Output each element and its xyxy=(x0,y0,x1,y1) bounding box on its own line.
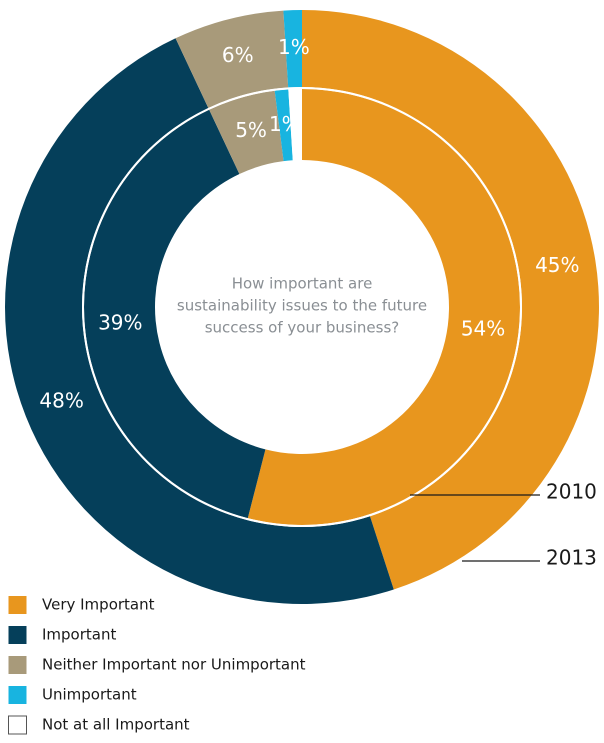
legend-swatch xyxy=(8,596,27,614)
legend-swatch xyxy=(8,656,27,674)
value-label: 1% xyxy=(278,35,310,59)
value-label: 54% xyxy=(461,316,505,340)
center-line: success of your business? xyxy=(205,319,400,337)
ring-label: 2010 xyxy=(546,480,597,504)
legend-swatch xyxy=(8,686,27,704)
value-label: 39% xyxy=(98,311,142,335)
donut-segment xyxy=(288,89,302,161)
center-line: How important are xyxy=(232,275,373,293)
donut-segment xyxy=(302,10,599,590)
center-line: sustainability issues to the future xyxy=(177,297,427,315)
legend-label: Unimportant xyxy=(42,686,137,704)
legend-swatch xyxy=(8,715,27,735)
donut-segment xyxy=(4,38,394,605)
legend-label: Not at all Important xyxy=(42,716,190,734)
center-text: How important are sustainability issues t… xyxy=(177,275,427,337)
legend-swatch xyxy=(8,626,27,644)
value-label: 6% xyxy=(222,43,254,67)
ring-label: 2013 xyxy=(546,546,597,570)
donut-segment xyxy=(209,90,284,174)
value-label: 45% xyxy=(535,253,579,277)
legend-label: Neither Important nor Unimportant xyxy=(42,656,306,674)
legend-label: Very Important xyxy=(42,596,155,614)
legend-label: Important xyxy=(42,626,116,644)
donut-segment xyxy=(274,89,293,162)
donut-segment xyxy=(175,10,289,108)
donut-segment xyxy=(247,89,521,525)
donut-segment xyxy=(283,10,302,88)
ring-divider xyxy=(82,87,522,527)
value-label: 5% xyxy=(235,118,267,142)
value-label: 48% xyxy=(39,389,83,413)
donut-segment xyxy=(84,109,266,519)
